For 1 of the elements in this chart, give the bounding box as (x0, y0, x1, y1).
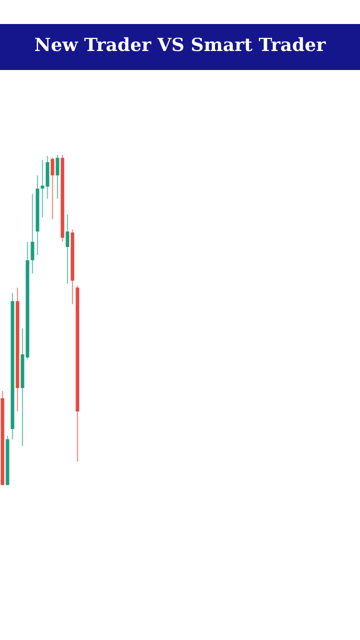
chart-title: New Trader VS Smart Trader (35, 37, 326, 52)
